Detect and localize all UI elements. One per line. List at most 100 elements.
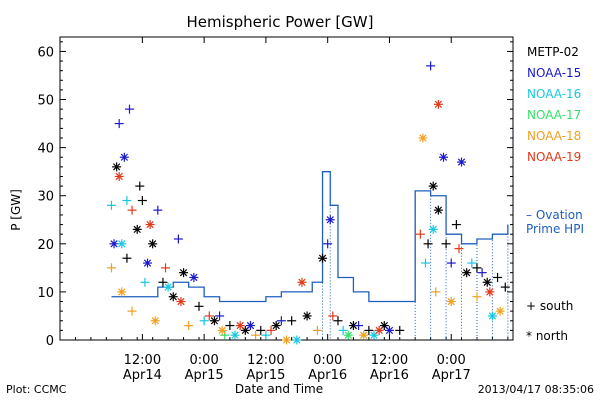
data-point-north [109, 239, 119, 249]
ovation-hpi-line [111, 171, 509, 303]
data-point-south [106, 200, 116, 210]
x-axis: 12:00Apr140:00Apr1512:00Apr150:00Apr1612… [59, 37, 509, 383]
data-point-north [418, 133, 428, 143]
x-tick-time-label: 12:00 [247, 353, 284, 368]
legend-entry: NOAA-15 [527, 66, 581, 80]
legend-entry: METP-02 [527, 45, 579, 59]
x-tick-time-label: 0:00 [190, 353, 219, 368]
data-point-north [209, 316, 219, 326]
x-tick-date-label: Apr16 [308, 368, 347, 383]
data-point-south [451, 220, 461, 230]
data-point-north [119, 152, 129, 162]
data-point-south [251, 330, 261, 340]
y-tick-label: 0 [46, 334, 54, 349]
symbol-legend: + south * north [526, 299, 573, 343]
data-point-south [261, 330, 271, 340]
data-point-north [462, 268, 472, 278]
data-point-north [143, 258, 153, 268]
y-tick-label: 30 [37, 190, 54, 205]
data-point-south [122, 196, 132, 206]
data-point-south [127, 205, 137, 215]
data-point-north [148, 239, 158, 249]
x-tick-date-label: Apr14 [123, 368, 162, 383]
x-tick-time-label: 12:00 [124, 353, 161, 368]
legend: METP-02 NOAA-15 NOAA-16 NOAA-17 NOAA-18 NOAA-… [526, 45, 584, 236]
data-point-south [333, 316, 343, 326]
data-point-north [495, 306, 505, 316]
data-point-north [433, 205, 443, 215]
x-tick-time-label: 0:00 [313, 353, 342, 368]
legend-entry: NOAA-17 [527, 108, 581, 122]
data-point-north [433, 99, 443, 109]
data-point-north [168, 292, 178, 302]
data-point-south [472, 292, 482, 302]
data-point-north [150, 316, 160, 326]
symbol-legend-plus: + south [526, 299, 573, 313]
data-point-south [114, 119, 124, 129]
data-point-south [140, 277, 150, 287]
y-tick-label: 50 [37, 94, 54, 109]
ovation-line-layer [111, 171, 509, 340]
data-point-north [428, 224, 438, 234]
data-point-north [359, 330, 369, 340]
data-point-south [312, 325, 322, 335]
data-point-north [145, 220, 155, 230]
data-point-south [423, 239, 433, 249]
legend-entry: NOAA-18 [527, 129, 581, 143]
data-point-north [485, 287, 495, 297]
data-point-south [127, 306, 137, 316]
data-point-south [225, 321, 235, 331]
data-point-south [426, 61, 436, 71]
legend-ovation: Prime HPI [526, 222, 584, 236]
data-point-north [482, 277, 492, 287]
data-point-north [114, 171, 124, 181]
data-point-south [266, 325, 276, 335]
data-point-south [323, 239, 333, 249]
data-point-south [338, 325, 348, 335]
data-point-north [439, 152, 449, 162]
data-point-south [493, 272, 503, 282]
data-point-south [173, 234, 183, 244]
data-point-south [415, 229, 425, 239]
data-point-south [135, 181, 145, 191]
y-tick-label: 60 [37, 45, 54, 60]
data-point-north [325, 215, 335, 225]
data-point-south [194, 301, 204, 311]
data-point-north [230, 330, 240, 340]
data-point-south [446, 258, 456, 268]
data-point-south [161, 263, 171, 273]
data-point-south [467, 258, 477, 268]
x-tick-date-label: Apr15 [185, 368, 224, 383]
data-point-south [472, 263, 482, 273]
data-point-north [343, 330, 353, 340]
data-point-south [364, 325, 374, 335]
data-point-south [420, 258, 430, 268]
data-point-north [282, 335, 291, 345]
y-tick-label: 20 [37, 238, 54, 253]
data-point-south [199, 316, 209, 326]
data-point-north [117, 287, 127, 297]
data-point-south [276, 316, 286, 326]
data-point-north [292, 335, 302, 345]
data-point-north [318, 253, 328, 263]
plot-frame [59, 36, 514, 341]
data-point-south [184, 321, 194, 331]
data-point-north [112, 162, 122, 172]
data-point-north [117, 239, 127, 249]
data-point-north [487, 311, 497, 321]
data-point-north [176, 297, 186, 307]
data-point-north [297, 277, 307, 287]
data-point-south [122, 253, 132, 263]
data-point-south [215, 311, 225, 321]
footer-timestamp: 2013/04/17 08:35:06 [478, 383, 594, 396]
data-point-north [245, 321, 255, 331]
data-point-south [153, 205, 163, 215]
data-point-north [428, 181, 438, 191]
footer-plot-source: Plot: CCMC [6, 383, 67, 396]
data-point-south [431, 287, 441, 297]
x-tick-time-label: 0:00 [437, 353, 466, 368]
data-point-north [179, 268, 189, 278]
x-tick-date-label: Apr15 [246, 368, 285, 383]
data-point-north [302, 311, 312, 321]
